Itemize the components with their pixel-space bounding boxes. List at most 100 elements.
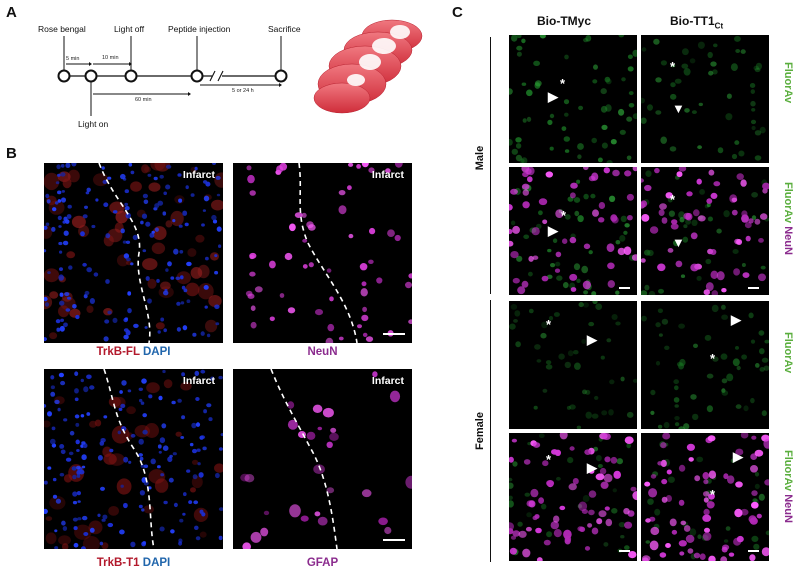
cell-signal [660,442,667,449]
cell-signal [327,323,335,332]
cell-signal [750,397,755,404]
cell-signal [89,527,95,533]
cell-signal [160,473,165,477]
cell-signal [208,295,222,307]
cell-signal [194,370,200,376]
cell-signal [610,456,618,464]
cell-signal [119,529,125,535]
cell-signal [201,223,205,227]
cell-signal [308,262,314,268]
cell-signal [748,218,754,224]
cell-signal [585,389,591,395]
cell-signal [192,448,197,454]
cell-signal [650,410,655,415]
cell-signal [204,305,208,309]
event-light-off: Light off [114,24,145,34]
cell-signal [71,215,86,229]
cell-signal [683,212,691,220]
cell-signal [553,312,560,317]
cell-signal [329,296,334,302]
cell-signal [509,477,513,482]
cell-signal [649,540,659,551]
cell-signal [734,238,741,245]
cell-signal [306,221,314,229]
cell-signal [726,93,732,99]
cell-signal [748,312,754,319]
cell-signal [325,337,334,343]
cell-signal [704,527,710,533]
side-label-fluor: FluorAv [782,182,794,224]
cell-signal [91,224,96,229]
cell-signal [54,201,59,205]
cell-signal [650,526,660,536]
cell-signal [515,143,522,149]
cell-signal [287,419,298,430]
cell-signal [620,215,627,222]
cell-signal [644,184,652,192]
cell-signal [107,176,112,180]
cell-signal [330,427,337,433]
cell-signal [102,179,108,184]
cell-signal [93,272,99,277]
cell-signal [205,181,211,187]
cell-signal [154,478,169,493]
cell-signal [754,130,762,136]
cell-signal [547,248,552,253]
cell-signal [686,443,695,451]
cell-signal [170,276,175,280]
cell-signal [519,158,525,163]
cell-signal [534,514,540,519]
cell-signal [121,380,127,386]
cell-signal [731,153,738,160]
cell-signal [142,541,147,545]
cell-signal [89,385,95,390]
asterisk-marker: * [710,351,716,366]
cell-signal [74,397,79,402]
row-header-male: Male [474,145,486,171]
cell-signal [761,547,769,557]
side-label-fluor: FluorAv [782,450,794,492]
cell-signal [72,517,78,522]
cell-signal [763,438,769,449]
cell-signal [618,108,625,116]
cell-signal [533,60,540,66]
cell-signal [624,436,634,444]
cell-signal [521,183,530,190]
cell-signal [526,512,532,518]
cell-signal [725,526,731,531]
cell-signal [191,422,197,429]
cell-signal [44,172,60,191]
cell-signal [188,500,193,504]
infarct-border-line [98,163,151,343]
cell-signal [752,498,758,503]
cell-signal [516,45,523,51]
cell-signal [521,38,526,44]
cell-signal [62,178,72,189]
cell-signal [103,415,108,419]
cell-signal [120,173,126,180]
cell-signal [159,174,164,179]
cell-signal [735,481,743,488]
cell-signal [660,459,667,467]
cell-signal [47,411,52,417]
cell-signal [583,193,589,200]
cell-signal [721,304,726,310]
cell-signal [182,512,186,516]
cell-signal [650,474,657,479]
cell-signal [73,526,78,531]
cell-signal [63,230,69,236]
cell-signal [698,102,703,107]
cell-signal [54,546,59,549]
micrograph-male-tmyc-merge [509,167,637,295]
cell-signal [678,167,687,172]
cell-signal [165,220,173,228]
cell-signal [758,238,764,243]
cell-signal [655,361,661,366]
cell-signal [546,531,553,538]
cell-signal [648,488,658,498]
cell-signal [62,240,69,246]
cell-signal [558,353,565,360]
cell-signal [597,157,603,163]
cell-signal [103,336,109,342]
cell-signal [294,212,303,218]
